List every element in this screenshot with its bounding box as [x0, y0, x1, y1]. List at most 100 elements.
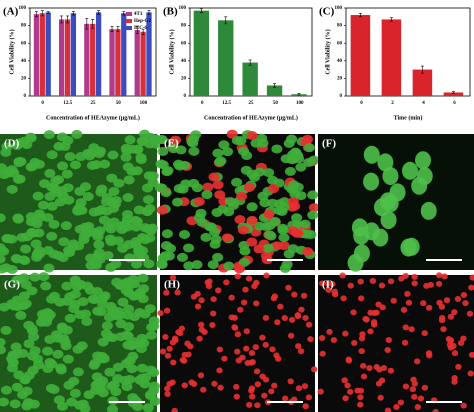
error-bar [46, 11, 50, 14]
cell [60, 221, 72, 231]
panel-label: (C) [319, 6, 335, 18]
cell [190, 293, 198, 300]
cell [58, 237, 70, 247]
cell [170, 359, 177, 366]
cell [144, 139, 156, 149]
cell [277, 303, 284, 310]
cell [127, 393, 139, 403]
cell [123, 304, 135, 314]
y-tick-label: 100 [19, 6, 27, 11]
cell [234, 348, 241, 355]
cell [60, 341, 72, 351]
cell [42, 245, 54, 255]
cell [233, 393, 240, 400]
cell [166, 345, 173, 352]
cell [240, 299, 248, 306]
cell [420, 300, 427, 307]
cell [457, 339, 465, 346]
cell [421, 330, 428, 337]
cell [243, 345, 250, 352]
legend-swatch [126, 12, 132, 16]
cell [135, 344, 147, 354]
y-tick-label: 80 [337, 24, 343, 29]
cell [339, 272, 346, 279]
cell [301, 134, 313, 144]
cell [99, 291, 111, 301]
cell [455, 363, 462, 370]
cell [259, 198, 271, 208]
cell [398, 275, 405, 282]
cell [74, 224, 86, 234]
cell [238, 257, 250, 267]
cell [451, 309, 458, 316]
x-axis-label: Time (min) [394, 114, 423, 121]
cell [137, 246, 149, 256]
cell [105, 262, 117, 272]
cell [340, 295, 347, 302]
cell [276, 206, 288, 216]
cell [231, 177, 243, 187]
cell [107, 150, 119, 160]
cell [200, 232, 212, 242]
cell [25, 212, 37, 222]
y-tick-label: 60 [181, 41, 187, 46]
cell [9, 399, 21, 409]
y-tick-label: 100 [179, 6, 187, 11]
cell [253, 300, 260, 307]
cell [377, 394, 384, 401]
cell [57, 253, 69, 263]
y-tick-label: 40 [181, 59, 187, 64]
cell [274, 319, 281, 326]
cell [402, 324, 409, 331]
cell [156, 205, 168, 215]
cell [147, 178, 159, 188]
error-bar [389, 17, 393, 22]
x-tick-label: 6 [453, 101, 456, 106]
cell [13, 157, 25, 167]
cell [259, 334, 266, 341]
cell [373, 364, 380, 371]
cell [278, 233, 290, 243]
image-label: (G) [4, 279, 20, 291]
cell [193, 197, 205, 207]
cell [111, 277, 123, 287]
cell [295, 191, 307, 201]
cell [187, 343, 194, 350]
cell [357, 295, 365, 302]
cell [100, 197, 112, 207]
cell [377, 153, 394, 172]
cell [438, 317, 446, 324]
cell [15, 310, 27, 320]
cell [270, 295, 278, 302]
cell [53, 395, 65, 405]
cell [273, 352, 280, 359]
cell [71, 282, 83, 292]
cell [212, 252, 224, 262]
cell [228, 314, 235, 321]
cell [0, 254, 6, 264]
error-bar [85, 18, 89, 30]
x-tick-label: 50 [116, 101, 122, 106]
cell [369, 277, 377, 284]
cell [136, 333, 148, 343]
x-tick-label: 0 [201, 101, 204, 106]
cell [268, 184, 280, 194]
cell [34, 213, 46, 223]
cell [277, 225, 289, 235]
y-tick-label: 0 [340, 94, 343, 99]
cell [98, 215, 110, 225]
cell [358, 348, 365, 355]
cell [447, 337, 454, 344]
cell [109, 199, 121, 209]
cell [164, 352, 172, 359]
cell [231, 135, 243, 145]
cell [34, 249, 46, 259]
cell [357, 278, 364, 285]
cell [30, 239, 42, 249]
cell [105, 237, 117, 247]
cell [62, 354, 74, 364]
error-bar [71, 11, 75, 16]
cell [300, 292, 308, 299]
cell [319, 350, 326, 357]
cell [363, 145, 380, 164]
